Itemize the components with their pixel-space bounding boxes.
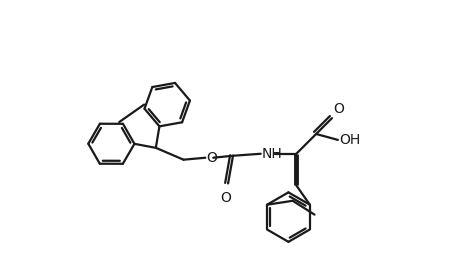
Text: O: O	[206, 151, 217, 165]
Text: O: O	[333, 102, 344, 116]
Text: OH: OH	[339, 133, 360, 147]
Text: NH: NH	[262, 147, 282, 161]
Text: O: O	[220, 191, 232, 205]
